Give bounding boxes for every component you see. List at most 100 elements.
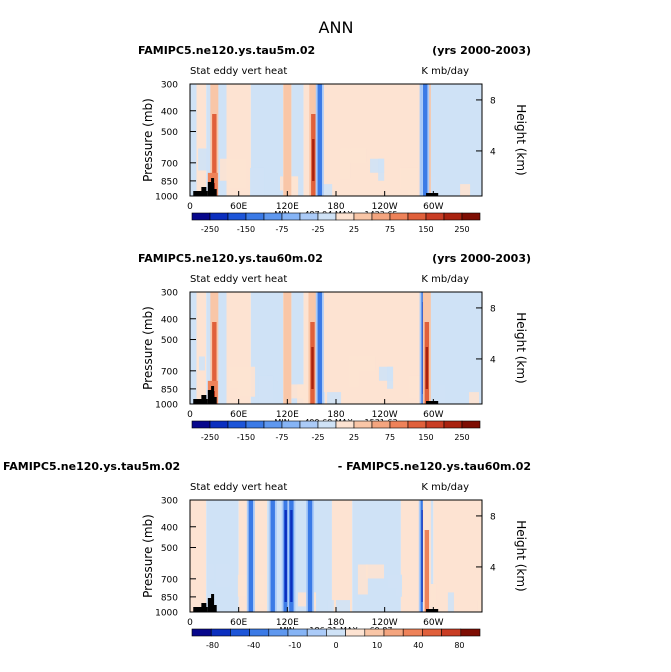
colorbar-label: -150 (237, 433, 255, 442)
field-patch (469, 392, 480, 404)
x-tick-label: 0 (187, 410, 193, 420)
field-patch (318, 184, 333, 196)
colorbar-label: 250 (454, 225, 469, 234)
colorbar-label: -25 (311, 225, 324, 234)
x-tick-label: 60W (423, 410, 443, 420)
y-tick-label: 1000 (155, 193, 178, 203)
land-peak (201, 187, 207, 196)
x-tick-label: 180 (327, 202, 344, 212)
y-tick-label: 850 (161, 177, 178, 187)
colorbar-swatch (317, 212, 337, 221)
colorbar-swatch (461, 420, 481, 429)
x-tick-label: 60W (423, 202, 443, 212)
field-patch (237, 366, 256, 397)
colorbar-label: -250 (201, 433, 219, 442)
colorbar-swatch (371, 212, 391, 221)
band-neg (246, 500, 255, 612)
land-peak (201, 395, 207, 404)
colorbar-label: 10 (372, 641, 382, 650)
land-americas (426, 609, 439, 612)
field-block (190, 500, 207, 612)
field-patch (460, 184, 471, 196)
y2-tick-label: 4 (490, 355, 496, 365)
band-pos (210, 84, 219, 196)
colorbar-label: 25 (349, 225, 359, 234)
colorbar-swatch (326, 628, 346, 637)
y-axis-label: Pressure (mb) (141, 306, 155, 390)
x-tick-label: 60E (230, 618, 247, 628)
colorbar-swatch (210, 628, 231, 637)
field-patch (267, 375, 274, 390)
band-mid (212, 322, 217, 404)
colorbar-swatch (227, 212, 247, 221)
field-block (190, 84, 197, 196)
field-block (433, 500, 482, 612)
field-patch (275, 583, 282, 598)
land-peak (207, 390, 212, 404)
x-tick-label: 120W (372, 202, 398, 212)
field-patch (190, 148, 196, 163)
field-patch (447, 592, 454, 612)
field-patch (378, 158, 385, 181)
topography (193, 178, 439, 196)
band-core (421, 510, 424, 602)
colorbar-swatch (407, 212, 427, 221)
chart-panel-2: FAMIPC5.ne120.ys.tau60m.02 (yrs 2000-2003… (138, 252, 531, 442)
band-outer (283, 84, 292, 196)
variable-label: Stat eddy vert heat (190, 274, 287, 285)
colorbar-label: -250 (201, 225, 219, 234)
units-label: K mb/day (421, 274, 469, 285)
colorbar-label: 75 (385, 433, 395, 442)
field-patch (348, 356, 359, 387)
field-block (196, 84, 207, 196)
colorbar-swatch (335, 420, 355, 429)
land-peak (212, 605, 217, 612)
colorbar-swatch (383, 628, 404, 637)
colorbar-label: 0 (333, 641, 338, 650)
band-core (311, 347, 314, 389)
colorbar-swatch (402, 628, 423, 637)
colorbar-swatch (389, 420, 409, 429)
y-tick-label: 500 (161, 128, 178, 138)
band-neg (287, 500, 296, 612)
y2-axis-label: Height (km) (514, 312, 528, 383)
y-tick-label: 700 (161, 367, 178, 377)
colorbar-swatch (389, 212, 409, 221)
field-patch (297, 384, 308, 404)
field-patch (215, 564, 230, 587)
colorbar-swatch (209, 420, 229, 429)
y-axis-label: Pressure (mb) (141, 514, 155, 598)
y2-tick-label: 4 (490, 563, 496, 573)
band-pos (283, 84, 292, 196)
y-tick-label: 1000 (155, 401, 178, 411)
colorbar-label: -40 (247, 641, 260, 650)
chart-panel-3: FAMIPC5.ne120.ys.tau5m.02 - FAMIPC5.ne120… (3, 460, 531, 650)
case-label: FAMIPC5.ne120.ys.tau60m.02 (138, 252, 323, 265)
field-block (400, 500, 422, 612)
colorbar-swatch (191, 212, 211, 221)
page-title: ANN (319, 18, 354, 37)
field-patch (426, 583, 437, 612)
y-tick-label: 700 (161, 159, 178, 169)
colorbar-swatch (287, 628, 308, 637)
field-patch (258, 167, 265, 182)
band-neg (306, 500, 315, 612)
y-tick-label: 700 (161, 575, 178, 585)
land-africa (193, 399, 208, 404)
band-mid (317, 84, 322, 196)
colorbar-label: -25 (311, 433, 324, 442)
field-patch (198, 148, 213, 171)
colorbar-swatch (353, 212, 373, 221)
field-block (291, 84, 304, 196)
y-tick-label: 300 (161, 289, 178, 299)
band-neg (315, 292, 324, 404)
y-tick-label: 1000 (155, 609, 178, 619)
y-tick-label: 500 (161, 336, 178, 346)
x-tick-label: 120W (372, 410, 398, 420)
land-peak (201, 603, 207, 612)
colorbar-swatch (299, 212, 319, 221)
colorbar-swatch (227, 420, 247, 429)
colorbar-swatch (364, 628, 385, 637)
field-block (291, 292, 304, 404)
band-neg (268, 500, 277, 612)
